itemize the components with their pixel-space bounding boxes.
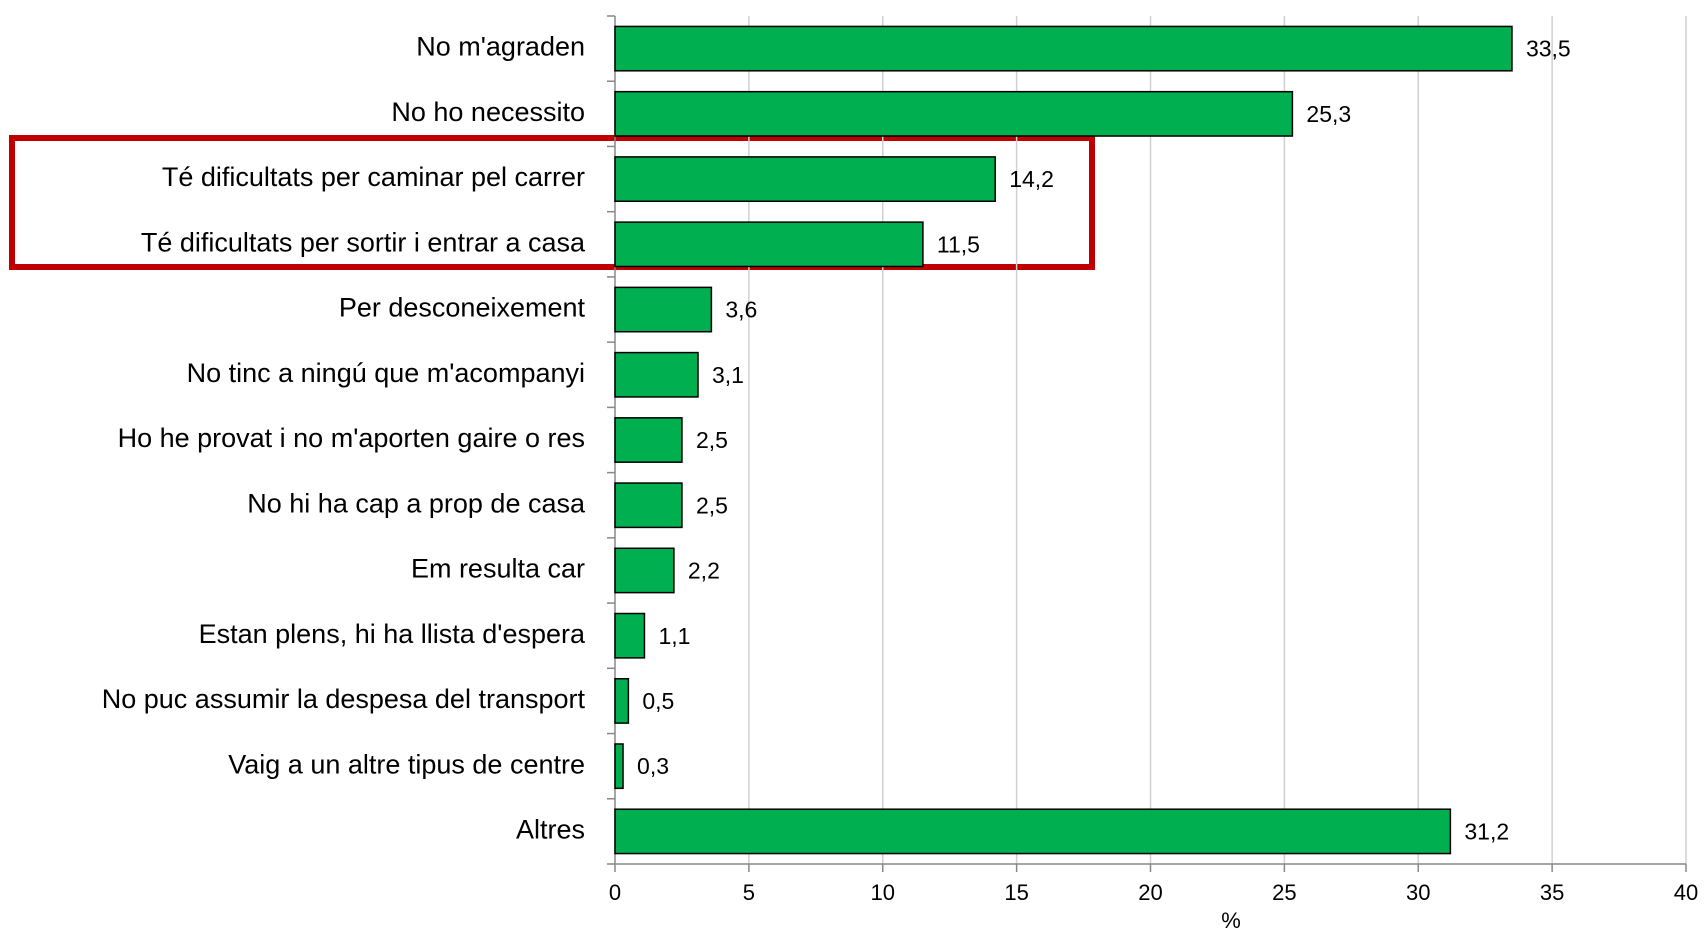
y-tick-label: Ho he provat i no m'aporten gaire o res: [118, 423, 585, 453]
y-tick-label: No puc assumir la despesa del transport: [102, 684, 586, 714]
bar: [614, 417, 683, 463]
y-tick-label: Per desconeixement: [339, 293, 586, 323]
y-tick-label: No ho necessito: [391, 97, 585, 127]
bar: [614, 25, 1513, 72]
bar: [614, 156, 996, 203]
value-label: 25,3: [1306, 101, 1351, 127]
y-tick-label: No m'agraden: [416, 32, 585, 62]
bar: [614, 612, 646, 659]
bar: [614, 677, 630, 724]
x-tick-label: 15: [1004, 880, 1028, 905]
x-tick-label: 0: [609, 880, 621, 905]
y-tick-label: Altres: [516, 815, 585, 845]
value-label: 0,5: [642, 688, 674, 714]
y-tick-label: No tinc a ningú que m'acompanyi: [187, 358, 585, 388]
x-tick-label: 40: [1674, 880, 1698, 905]
highlight-box: [9, 135, 1095, 270]
y-tick-label: Té dificultats per sortir i entrar a cas…: [141, 227, 586, 257]
x-tick-label: 25: [1272, 880, 1296, 905]
bar: [614, 351, 699, 398]
value-label: 3,1: [712, 362, 744, 388]
x-tick-label: 5: [743, 880, 755, 905]
x-tick-label: 10: [871, 880, 895, 905]
bar: [614, 808, 1452, 855]
bar: [614, 743, 624, 790]
y-tick-label: Estan plens, hi ha llista d'espera: [199, 619, 586, 649]
value-label: 33,5: [1526, 36, 1571, 62]
bar: [614, 286, 713, 333]
value-label: 3,6: [725, 297, 757, 323]
x-tick-label: 30: [1406, 880, 1430, 905]
value-label: 11,5: [937, 231, 980, 257]
y-tick-label: Vaig a un altre tipus de centre: [228, 749, 585, 779]
bar: [614, 221, 924, 268]
value-label: 0,3: [637, 753, 669, 779]
y-tick-label: Em resulta car: [411, 554, 585, 584]
bar: [614, 90, 1294, 137]
x-tick-label: 35: [1540, 880, 1564, 905]
value-label: 2,5: [696, 492, 728, 518]
value-label: 14,2: [1009, 166, 1054, 192]
y-tick-label: No hi ha cap a prop de casa: [247, 488, 586, 518]
bar: [614, 547, 675, 594]
value-label: 2,2: [688, 558, 720, 584]
y-tick-label: Té dificultats per caminar pel carrer: [162, 162, 585, 192]
value-label: 31,2: [1464, 818, 1509, 844]
bar: [614, 482, 683, 529]
x-axis-label: %: [1221, 908, 1241, 930]
x-tick-label: 20: [1138, 880, 1162, 905]
value-label: 2,5: [696, 427, 728, 453]
value-label: 1,1: [658, 623, 690, 649]
